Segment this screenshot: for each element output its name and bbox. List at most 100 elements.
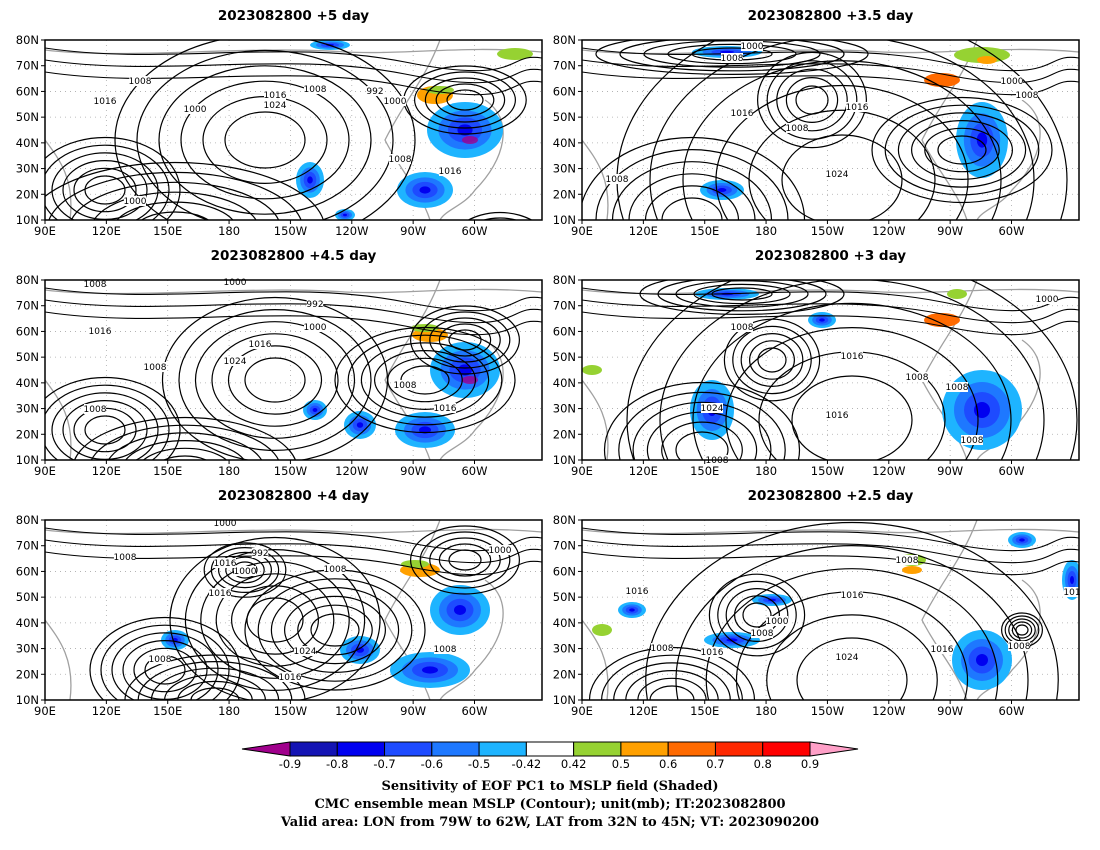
contour-label: 1008 [389,155,412,165]
lat-label: 70N [553,299,576,313]
contour-label-bg [826,410,848,420]
contour-label: 1008 [751,629,774,639]
caption-line-1: Sensitivity of EOF PC1 to MSLP field (Sh… [381,779,718,794]
colorbar-tick-label: -0.9 [279,757,301,771]
contour-label: 1016 [931,645,954,655]
shading-positive [592,624,612,636]
contour-label-bg [1036,294,1058,304]
coastline-arctic [582,288,1079,295]
mslp-contour [717,580,797,650]
contour-label-bg [651,643,673,653]
shading-negative [976,132,988,148]
colorbar-segment [431,741,480,757]
contour-label: 1000 [234,567,257,577]
contour-label-bg [701,403,723,413]
contour-label-bg [264,90,286,100]
lat-label: 60N [16,564,39,578]
mslp-contour [116,201,234,220]
colorbar-segment [667,741,716,757]
mslp-contour [45,59,542,84]
contour-label-bg [626,586,648,596]
contour-label-bg [489,545,511,555]
lat-label: 50N [16,350,39,364]
contour-label: 992 [366,87,383,97]
mslp-contour [177,680,253,700]
lon-label: 90W [937,464,963,478]
lat-label: 30N [553,642,576,656]
contour-label: 1024 [836,653,859,663]
lat-label: 50N [16,590,39,604]
contour-label: 1008 [721,54,744,64]
mslp-contour [284,595,387,665]
mslp-contour [218,551,273,589]
mslp-contour [618,391,786,460]
contour-label: 101 [1063,588,1080,598]
mslp-contour [748,340,795,380]
contour-label: 1008 [324,565,347,575]
mslp-contour [884,104,1040,196]
shading-negative [819,318,825,322]
mslp-contour [626,280,1078,460]
contour-label: 1000 [214,519,237,529]
mslp-contour [310,613,360,647]
contour-label-bg [741,41,763,51]
lat-label: 50N [16,110,39,124]
mslp-contour [897,112,1027,188]
contour-label: 1008 [1016,91,1039,101]
shading-negative [312,408,318,412]
lon-label: 120W [335,704,368,718]
lat-label: 10N [16,213,39,227]
lon-label: 90W [937,704,963,718]
mslp-contour [715,84,969,220]
coastline-asia [582,379,609,460]
contour-label-bg [294,646,316,656]
colorbar-segment [714,741,764,757]
contour-label-bg [906,372,928,382]
panel-title: 2023082800 +3 day [755,248,906,264]
lon-label: 180 [218,464,240,478]
mslp-contour [595,149,789,220]
mslp-contour [757,347,787,373]
lon-label: 150W [274,224,307,238]
mslp-contour [478,235,521,266]
lat-label: 20N [553,427,576,441]
mslp-contour [178,309,372,452]
lat-label: 40N [553,136,576,150]
shading-positive [924,73,960,87]
mslp-contour [661,197,723,220]
contour-label: 1000 [489,546,512,556]
mslp-contour [446,89,484,111]
contour-label-bg [1063,587,1081,597]
coastline-asia [45,379,72,460]
mslp-contour [297,604,373,656]
mslp-contour [582,136,806,220]
lon-label: 120W [872,704,905,718]
lon-label: 150W [811,224,844,238]
lon-label: 60W [461,224,487,238]
lat-label: 20N [553,187,576,201]
coastline-arctic [45,48,542,55]
lon-label: 180 [755,224,777,238]
mslp-contour [48,171,302,220]
contour-label: 1008 [114,553,137,563]
mslp-contour [582,71,1079,96]
mslp-contour [84,175,126,205]
mslp-contour [100,624,230,700]
mslp-contour [227,345,323,415]
lat-label: 20N [16,667,39,681]
mslp-contour [781,134,903,220]
contour-label-bg [209,588,231,598]
shading-strong-negative [462,376,478,384]
mslp-contour [776,68,848,132]
lat-label: 20N [16,427,39,441]
contour-label: 1016 [209,589,232,599]
lon-label: 150W [274,704,307,718]
colorbar-segment [384,741,433,757]
lon-label: 90W [937,224,963,238]
colorbar-segment [478,741,527,757]
lon-label: 150W [811,704,844,718]
coastline-arctic [45,288,542,295]
contour-label: 1008 [84,405,107,415]
